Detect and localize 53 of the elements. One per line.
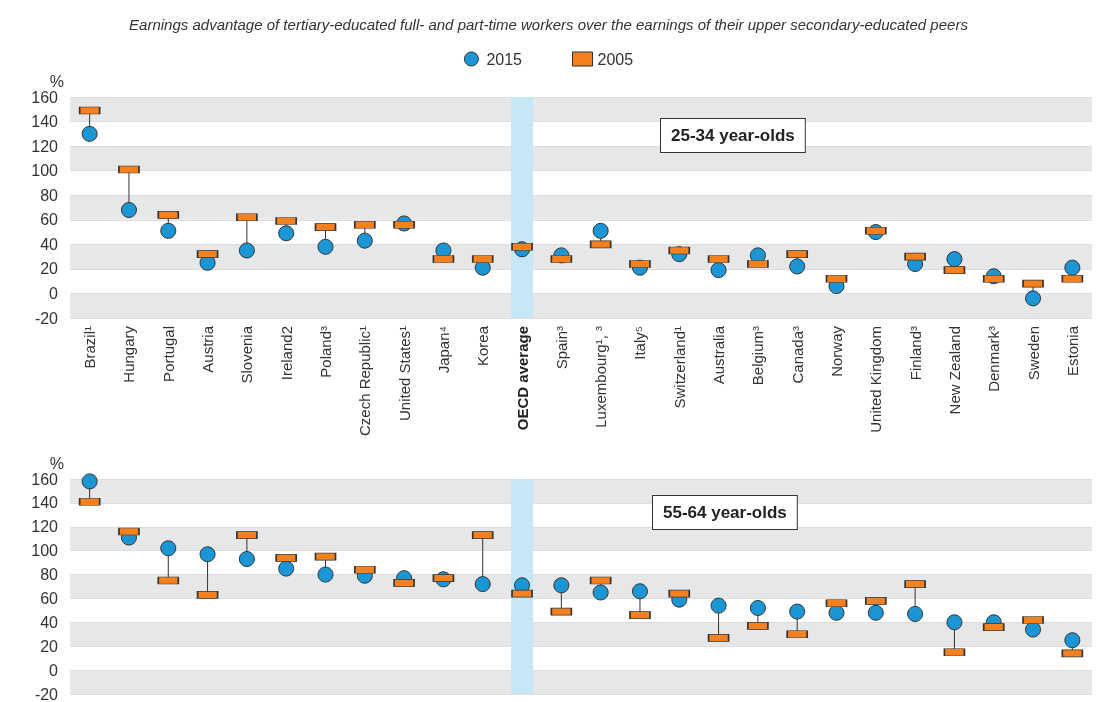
x-tick-label: Estonia [1063,325,1081,377]
x-tick-label: Switzerland¹ [670,326,688,409]
y-tick-label: 160 [31,470,59,488]
y-tick-label: 0 [49,661,59,679]
annotation: 25-34 year-olds [671,126,795,145]
legend-label: 2015 [486,50,523,68]
y-tick-label: 40 [40,613,59,631]
x-tick-label: Belgium³ [749,326,767,386]
chart-title: Earnings advantage of tertiary-educated full- and part-time workers over the earnings of their upper secondary-educated peers [129,16,969,33]
x-tick-label: Australia [710,325,728,385]
x-tick-label: Japan⁴ [434,326,452,374]
x-tick-label: Hungary [120,325,138,383]
x-tick-label: Spain³ [552,326,570,370]
x-tick-label: Korea [474,325,492,367]
x-tick-label: Denmark³ [985,326,1003,392]
annotation: 55-64 year-olds [663,503,787,522]
x-tick-label: Czech Republic¹ [356,326,374,437]
x-tick-label: Poland³ [317,326,334,378]
y-tick-label: 160 [31,88,59,106]
x-tick-label: Brazil¹ [81,326,99,369]
y-tick-label: 60 [40,589,59,607]
x-tick-label: Canada³ [788,326,806,384]
x-tick-label: United Kingdom [867,326,885,433]
x-tick-label: Finland³ [906,326,924,381]
x-tick-label: Ireland2 [277,326,295,381]
y-axis-title: % [49,72,64,90]
y-tick-label: 100 [31,162,59,180]
legend-label: 2005 [597,50,634,68]
x-tick-label: Norway [828,325,845,377]
y-tick-label: 40 [40,235,59,253]
y-tick-label: 120 [31,518,59,536]
x-tick-label: OECD average [513,326,531,431]
x-tick-label: Italy⁵ [631,326,649,360]
x-tick-label: Luxembourg¹, ³ [592,326,610,428]
y-tick-label: 120 [31,137,59,155]
y-tick-label: 140 [31,113,59,131]
y-tick-label: 80 [40,566,59,584]
x-tick-label: Slovenia [238,325,256,384]
y-tick-label: 20 [40,260,59,278]
x-tick-label: Sweden [1024,326,1042,381]
y-tick-label: 60 [40,211,59,229]
y-tick-label: 80 [40,186,59,204]
x-tick-label: New Zealand [945,326,963,415]
x-tick-label: Austria [199,325,217,373]
y-tick-label: 0 [49,284,59,302]
y-tick-label: -20 [34,685,59,702]
y-tick-label: 140 [31,494,59,512]
y-tick-label: 100 [31,542,59,560]
y-tick-label: -20 [34,309,59,327]
y-axis-title: % [49,454,64,472]
x-tick-label: United States¹ [395,326,413,422]
x-tick-label: Portugal [159,326,177,382]
y-tick-label: 20 [40,637,59,655]
